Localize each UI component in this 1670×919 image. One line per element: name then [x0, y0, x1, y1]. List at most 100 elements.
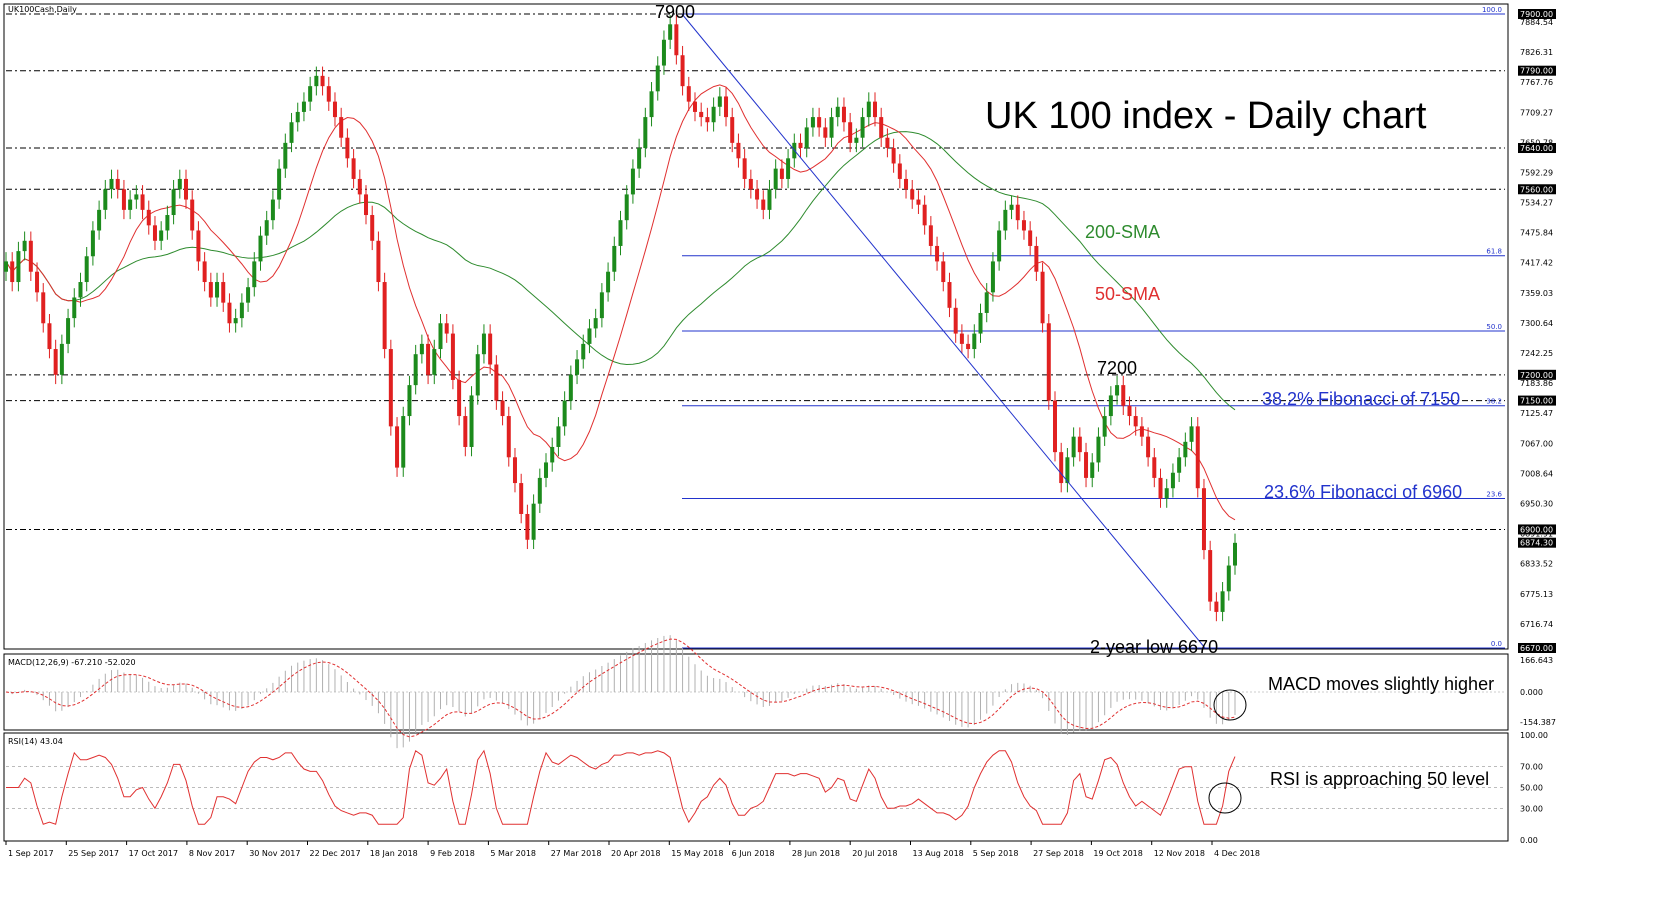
candle-body	[531, 503, 536, 540]
candle-body	[544, 462, 549, 478]
candle-body	[891, 148, 896, 164]
downtrend-line	[681, 13, 1206, 649]
price-tick-label: 7826.31	[1520, 48, 1553, 57]
candle-body	[872, 101, 877, 118]
candle-body	[97, 209, 102, 231]
candle-body	[1170, 472, 1175, 489]
candle-body	[897, 163, 902, 179]
date-tick-label: 18 Jan 2018	[370, 849, 418, 858]
sma200-label: 200-SMA	[1085, 222, 1160, 242]
candle-body	[643, 117, 648, 149]
candle-body	[655, 65, 660, 92]
candle-body	[674, 24, 679, 56]
price-tick-label: 7475.84	[1520, 229, 1553, 238]
candle-body	[941, 261, 946, 283]
candle-body	[177, 178, 182, 190]
candle-body	[525, 513, 530, 540]
symbol-label: UK100Cash,Daily	[8, 5, 77, 14]
date-tick-label: 28 Jun 2018	[792, 849, 840, 858]
candle-body	[413, 354, 418, 386]
rsi-label: RSI(14) 43.04	[8, 737, 63, 746]
candle-body	[165, 215, 170, 231]
macd-tick-label: 166.643	[1520, 656, 1553, 665]
candle-body	[1034, 245, 1039, 272]
fib-label: 61.8	[1486, 248, 1502, 256]
candle-body	[959, 333, 964, 344]
candle-body	[283, 142, 288, 169]
candle-body	[854, 137, 859, 143]
candle-body	[16, 251, 21, 283]
candle-body	[1146, 436, 1151, 458]
candle-body	[376, 240, 381, 283]
candle-body	[730, 117, 735, 143]
candle-body	[618, 220, 623, 246]
candle-body	[860, 117, 865, 138]
candle-body	[84, 256, 89, 283]
candle-body	[779, 168, 784, 179]
candle-body	[202, 261, 207, 283]
candle-body	[215, 282, 220, 298]
candle-body	[208, 282, 213, 298]
price-tag-label: 7150.00	[1520, 397, 1553, 406]
macd-note: MACD moves slightly higher	[1268, 674, 1494, 694]
candle-body	[786, 158, 791, 179]
date-tick-label: 6 Jun 2018	[732, 849, 775, 858]
date-tick-label: 25 Sep 2017	[68, 849, 119, 858]
candle-body	[1096, 436, 1101, 463]
price-tag-label: 6900.00	[1520, 525, 1553, 534]
sma50-label: 50-SMA	[1095, 284, 1160, 304]
candle-body	[904, 178, 909, 190]
candle-body	[928, 225, 933, 246]
candle-body	[984, 292, 989, 313]
candle-body	[512, 457, 517, 484]
candle-body	[990, 261, 995, 293]
date-tick-label: 30 Nov 2017	[249, 849, 300, 858]
candle-body	[66, 318, 71, 344]
price-tick-label: 7709.27	[1520, 108, 1553, 117]
candle-body	[649, 91, 654, 118]
macd-tick-label: -154.387	[1520, 718, 1556, 727]
candle-body	[184, 178, 189, 200]
candle-body	[804, 127, 809, 149]
candle-body	[103, 189, 108, 210]
date-tick-label: 19 Oct 2018	[1093, 849, 1142, 858]
candle-body	[121, 189, 126, 210]
price-tag-label: 7560.00	[1520, 185, 1553, 194]
candle-body	[997, 230, 1002, 262]
candle-body	[661, 39, 666, 66]
candle-body	[314, 75, 319, 87]
candle-body	[922, 204, 927, 226]
macd-label: MACD(12,26,9) -67.210 -52.020	[8, 658, 136, 667]
candle-body	[1208, 550, 1213, 602]
fib-label: 0.0	[1491, 640, 1502, 648]
fib236-label: 23.6% Fibonacci of 6960	[1264, 482, 1462, 502]
candle-body	[1009, 204, 1014, 210]
candle-body	[1003, 209, 1008, 231]
chart-title: UK 100 index - Daily chart	[985, 95, 1427, 137]
macd-signal-line	[5, 638, 1236, 738]
date-tick-label: 20 Apr 2018	[611, 849, 660, 858]
rsi-tick-label: 0.00	[1520, 836, 1538, 845]
candle-body	[351, 158, 356, 179]
candle-body	[966, 343, 971, 350]
fib-label: 38.2	[1486, 398, 1502, 406]
fib382-label: 38.2% Fibonacci of 7150	[1262, 389, 1460, 409]
candle-body	[426, 343, 431, 375]
candle-body	[885, 137, 890, 149]
candle-body	[1152, 457, 1157, 478]
rsi-note: RSI is approaching 50 level	[1270, 769, 1489, 789]
candle-body	[258, 235, 263, 262]
candle-body	[4, 261, 8, 272]
price-tag-label: 6874.30	[1520, 539, 1553, 548]
candle-body	[233, 318, 238, 324]
candle-body	[736, 142, 741, 159]
candle-body	[475, 354, 480, 396]
price-tick-label: 6950.30	[1520, 500, 1553, 509]
candle-body	[724, 96, 729, 118]
candle-body	[301, 101, 306, 112]
candle-body	[823, 127, 828, 138]
macd-tick-label: 0.000	[1520, 688, 1543, 697]
candle-body	[109, 178, 114, 190]
candle-body	[717, 96, 722, 107]
rsi-tick-label: 100.00	[1520, 731, 1548, 740]
